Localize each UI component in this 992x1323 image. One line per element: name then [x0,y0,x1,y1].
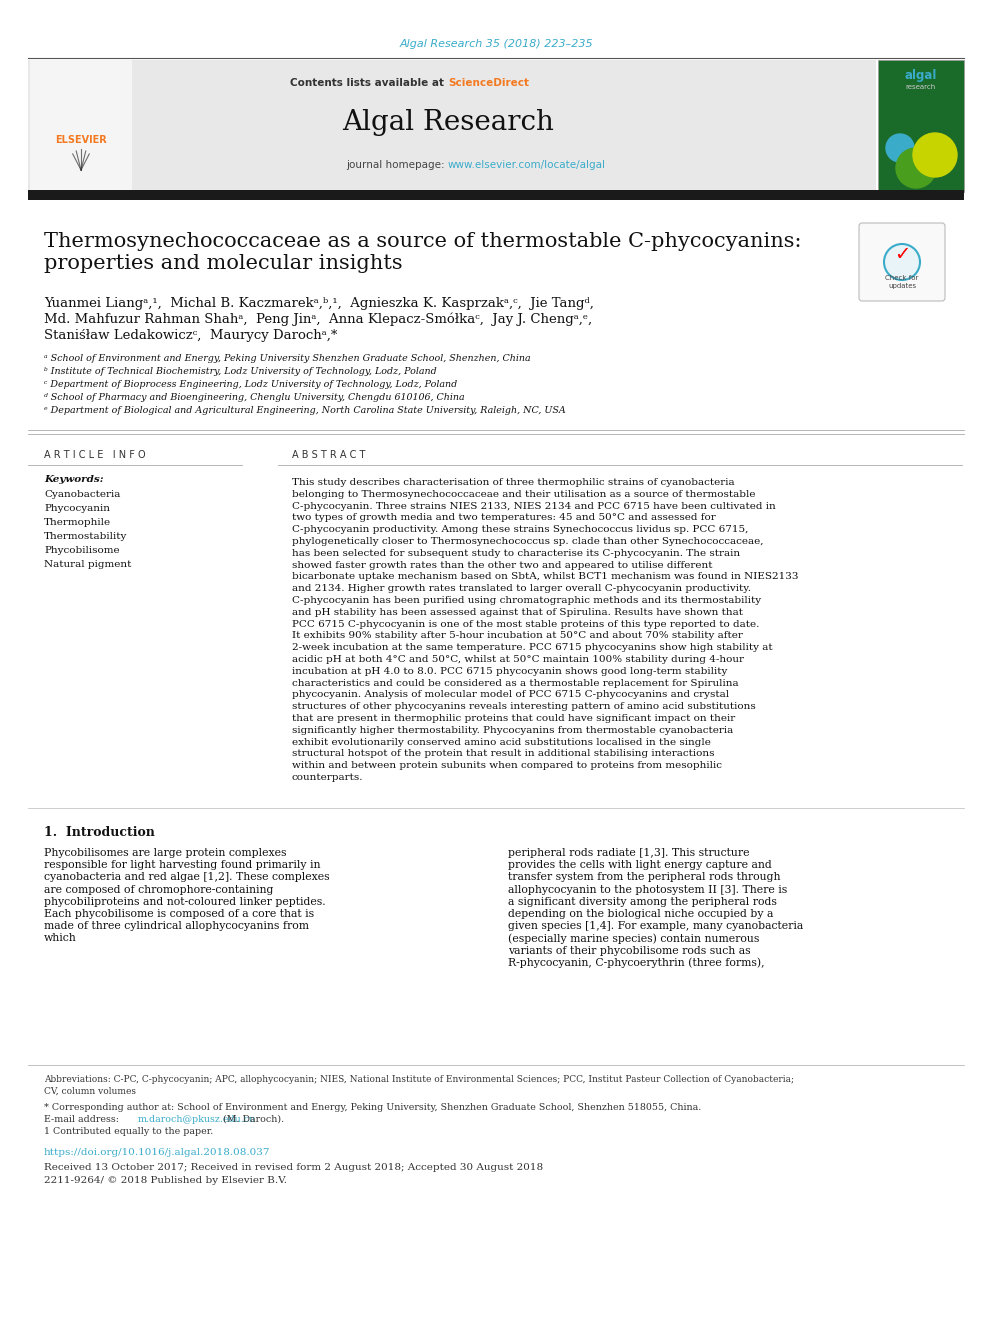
Text: R-phycocyanin, C-phycoerythrin (three forms),: R-phycocyanin, C-phycoerythrin (three fo… [508,958,765,968]
Text: It exhibits 90% stability after 5-hour incubation at 50°C and about 70% stabilit: It exhibits 90% stability after 5-hour i… [292,631,743,640]
Text: Thermostability: Thermostability [44,532,127,541]
Text: https://doi.org/10.1016/j.algal.2018.08.037: https://doi.org/10.1016/j.algal.2018.08.… [44,1148,271,1158]
Text: www.elsevier.com/locate/algal: www.elsevier.com/locate/algal [448,160,606,169]
Text: exhibit evolutionarily conserved amino acid substitutions localised in the singl: exhibit evolutionarily conserved amino a… [292,738,711,746]
Circle shape [896,148,936,188]
Text: acidic pH at both 4°C and 50°C, whilst at 50°C maintain 100% stability during 4-: acidic pH at both 4°C and 50°C, whilst a… [292,655,744,664]
Text: has been selected for subsequent study to characterise its C-phycocyanin. The st: has been selected for subsequent study t… [292,549,740,558]
Text: PCC 6715 C-phycocyanin is one of the most stable proteins of this type reported : PCC 6715 C-phycocyanin is one of the mos… [292,619,759,628]
Text: algal: algal [905,70,937,82]
Text: * Corresponding author at: School of Environment and Energy, Peking University, : * Corresponding author at: School of Env… [44,1103,701,1113]
Text: Received 13 October 2017; Received in revised form 2 August 2018; Accepted 30 Au: Received 13 October 2017; Received in re… [44,1163,544,1172]
Text: Phycobilisome: Phycobilisome [44,546,120,556]
Text: structures of other phycocyanins reveals interesting pattern of amino acid subst: structures of other phycocyanins reveals… [292,703,756,712]
Text: A R T I C L E   I N F O: A R T I C L E I N F O [44,450,146,460]
Text: Yuanmei Liangᵃ,¹,  Michal B. Kaczmarekᵃ,ᵇ,¹,  Agnieszka K. Kasprzakᵃ,ᶜ,  Jie Tan: Yuanmei Liangᵃ,¹, Michal B. Kaczmarekᵃ,ᵇ… [44,296,594,310]
Text: showed faster growth rates than the other two and appeared to utilise different: showed faster growth rates than the othe… [292,561,712,570]
Text: 1.  Introduction: 1. Introduction [44,826,155,839]
Text: structural hotspot of the protein that result in additional stabilising interact: structural hotspot of the protein that r… [292,749,714,758]
Text: Each phycobilisome is composed of a core that is: Each phycobilisome is composed of a core… [44,909,314,919]
Text: responsible for light harvesting found primarily in: responsible for light harvesting found p… [44,860,320,871]
Circle shape [913,134,957,177]
Text: characteristics and could be considered as a thermostable replacement for Spirul: characteristics and could be considered … [292,679,739,688]
Text: ᵃ School of Environment and Energy, Peking University Shenzhen Graduate School, : ᵃ School of Environment and Energy, Peki… [44,355,531,363]
Text: Contents lists available at: Contents lists available at [291,78,448,89]
Text: peripheral rods radiate [1,3]. This structure: peripheral rods radiate [1,3]. This stru… [508,848,750,859]
Text: allophycocyanin to the photosystem II [3]. There is: allophycocyanin to the photosystem II [3… [508,885,788,894]
Text: Phycocyanin: Phycocyanin [44,504,110,513]
Text: 2-week incubation at the same temperature. PCC 6715 phycocyanins show high stabi: 2-week incubation at the same temperatur… [292,643,773,652]
Text: Thermophile: Thermophile [44,519,111,527]
Text: which: which [44,934,76,943]
FancyBboxPatch shape [859,224,945,302]
Text: given species [1,4]. For example, many cyanobacteria: given species [1,4]. For example, many c… [508,921,804,931]
Text: significantly higher thermostability. Phycocyanins from thermostable cyanobacter: significantly higher thermostability. Ph… [292,726,733,734]
Circle shape [886,134,914,161]
Text: ✓: ✓ [894,246,911,265]
Text: and 2134. Higher growth rates translated to larger overall C-phycocyanin product: and 2134. Higher growth rates translated… [292,585,751,593]
Text: research: research [906,83,936,90]
Text: Algal Research 35 (2018) 223–235: Algal Research 35 (2018) 223–235 [399,38,593,49]
Text: Md. Mahfuzur Rahman Shahᵃ,  Peng Jinᵃ,  Anna Klepacz-Smółkaᶜ,  Jay J. Chengᵃ,ᵉ,: Md. Mahfuzur Rahman Shahᵃ, Peng Jinᵃ, An… [44,314,592,327]
Text: C-phycocyanin. Three strains NIES 2133, NIES 2134 and PCC 6715 have been cultiva: C-phycocyanin. Three strains NIES 2133, … [292,501,776,511]
Text: a significant diversity among the peripheral rods: a significant diversity among the periph… [508,897,777,906]
Text: and pH stability has been assessed against that of Spirulina. Results have shown: and pH stability has been assessed again… [292,607,743,617]
Text: 2211-9264/ © 2018 Published by Elsevier B.V.: 2211-9264/ © 2018 Published by Elsevier … [44,1176,287,1185]
Text: A B S T R A C T: A B S T R A C T [292,450,365,460]
Text: Phycobilisomes are large protein complexes: Phycobilisomes are large protein complex… [44,848,287,859]
Text: properties and molecular insights: properties and molecular insights [44,254,403,273]
Text: phycobiliproteins and not-coloured linker peptides.: phycobiliproteins and not-coloured linke… [44,897,325,906]
Text: phycocyanin. Analysis of molecular model of PCC 6715 C-phycocyanins and crystal: phycocyanin. Analysis of molecular model… [292,691,729,700]
Text: C-phycocyanin productivity. Among these strains Synechococcus lividus sp. PCC 67: C-phycocyanin productivity. Among these … [292,525,748,534]
Text: Keywords:: Keywords: [44,475,103,484]
Text: depending on the biological niche occupied by a: depending on the biological niche occupi… [508,909,774,919]
Text: (M. Daroch).: (M. Daroch). [220,1115,284,1125]
Bar [30,60,132,192]
Text: m.daroch@pkusz.edu.cn: m.daroch@pkusz.edu.cn [138,1115,256,1125]
Circle shape [884,243,920,280]
Text: CV, column volumes: CV, column volumes [44,1088,136,1095]
Text: belonging to Thermosynechococcaceae and their utilisation as a source of thermos: belonging to Thermosynechococcaceae and … [292,490,756,499]
Bar [878,60,964,192]
Text: C-phycocyanin has been purified using chromatographic methods and its thermostab: C-phycocyanin has been purified using ch… [292,595,761,605]
Text: that are present in thermophilic proteins that could have significant impact on : that are present in thermophilic protein… [292,714,735,722]
Text: Abbreviations: C-PC, C-phycocyanin; APC, allophycocyanin; NIES, National Institu: Abbreviations: C-PC, C-phycocyanin; APC,… [44,1076,794,1084]
Text: E-mail address:: E-mail address: [44,1115,122,1125]
Text: two types of growth media and two temperatures: 45 and 50°C and assessed for: two types of growth media and two temper… [292,513,716,523]
Text: ᵇ Institute of Technical Biochemistry, Lodz University of Technology, Lodz, Pola: ᵇ Institute of Technical Biochemistry, L… [44,366,436,376]
Text: ᵈ School of Pharmacy and Bioengineering, Chenglu University, Chengdu 610106, Chi: ᵈ School of Pharmacy and Bioengineering,… [44,393,464,402]
Text: Check for
updates: Check for updates [885,275,919,290]
Text: are composed of chromophore-containing: are composed of chromophore-containing [44,885,274,894]
Text: made of three cylindrical allophycocyanins from: made of three cylindrical allophycocyani… [44,921,309,931]
Bar [28,60,876,192]
Text: cyanobacteria and red algae [1,2]. These complexes: cyanobacteria and red algae [1,2]. These… [44,872,329,882]
Text: within and between protein subunits when compared to proteins from mesophilic: within and between protein subunits when… [292,761,722,770]
Text: journal homepage:: journal homepage: [346,160,448,169]
Text: (especially marine species) contain numerous: (especially marine species) contain nume… [508,934,759,945]
Text: ᶜ Department of Bioprocess Engineering, Lodz University of Technology, Lodz, Pol: ᶜ Department of Bioprocess Engineering, … [44,380,457,389]
Bar [28,191,964,200]
Text: ScienceDirect: ScienceDirect [448,78,529,89]
Text: incubation at pH 4.0 to 8.0. PCC 6715 phycocyanin shows good long-term stability: incubation at pH 4.0 to 8.0. PCC 6715 ph… [292,667,727,676]
Text: Cyanobacteria: Cyanobacteria [44,490,120,499]
Text: ᵉ Department of Biological and Agricultural Engineering, North Carolina State Un: ᵉ Department of Biological and Agricultu… [44,406,565,415]
Text: ELSEVIER: ELSEVIER [56,135,107,146]
Text: counterparts.: counterparts. [292,773,363,782]
Text: Thermosynechococcaceae as a source of thermostable C-phycocyanins:: Thermosynechococcaceae as a source of th… [44,232,802,251]
Text: Natural pigment: Natural pigment [44,560,131,569]
Text: bicarbonate uptake mechanism based on SbtA, whilst BCT1 mechanism was found in N: bicarbonate uptake mechanism based on Sb… [292,573,799,581]
Text: phylogenetically closer to Thermosynechococcus sp. clade than other Synechococca: phylogenetically closer to Thermosynecho… [292,537,764,546]
Text: Staniśław Ledakowiczᶜ,  Maurycy Darochᵃ,*: Staniśław Ledakowiczᶜ, Maurycy Darochᵃ,* [44,329,337,343]
Text: Algal Research: Algal Research [342,110,554,136]
Text: transfer system from the peripheral rods through: transfer system from the peripheral rods… [508,872,781,882]
Text: 1 Contributed equally to the paper.: 1 Contributed equally to the paper. [44,1127,213,1136]
Text: provides the cells with light energy capture and: provides the cells with light energy cap… [508,860,772,871]
Text: variants of their phycobilisome rods such as: variants of their phycobilisome rods suc… [508,946,751,955]
Text: This study describes characterisation of three thermophilic strains of cyanobact: This study describes characterisation of… [292,478,735,487]
